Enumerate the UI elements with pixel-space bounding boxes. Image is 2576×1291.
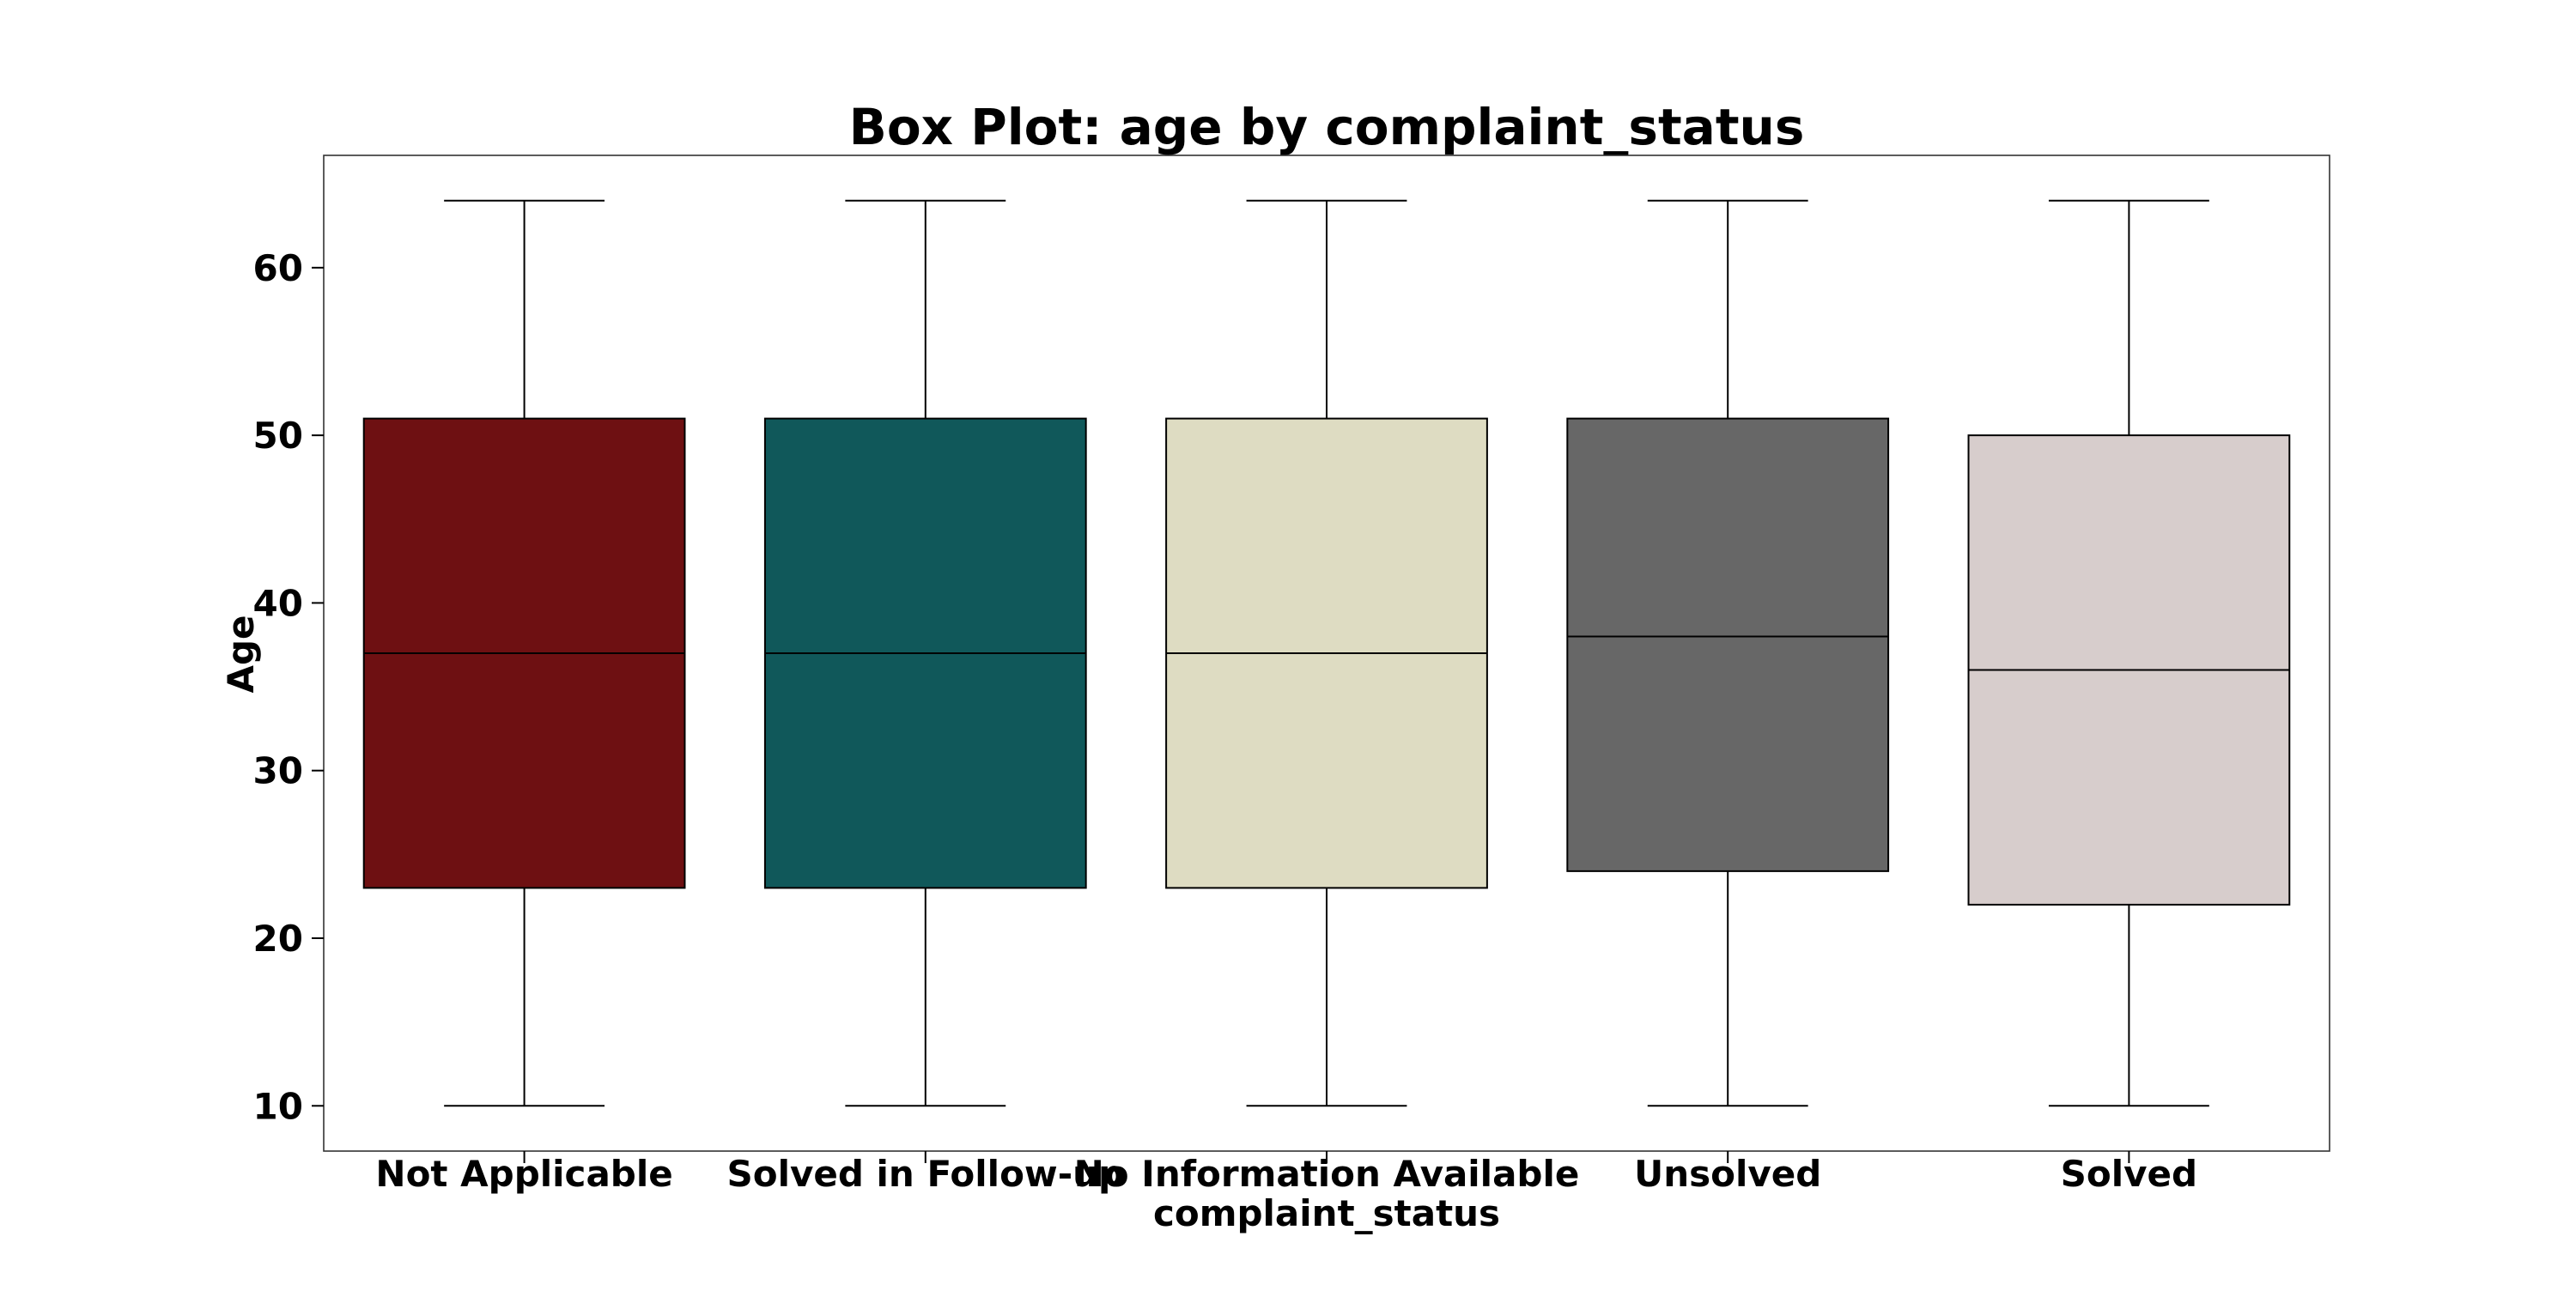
x-tick-label: No Information Available [1074,1153,1580,1195]
y-tick-label: 10 [253,1085,303,1127]
box-group [1566,199,1890,1107]
box-group [362,199,686,1107]
y-tick-label: 40 [253,582,303,624]
box-group [1165,199,1488,1107]
x-tick-label: Not Applicable [375,1153,672,1195]
iqr-box [1566,417,1890,872]
chart-title: Box Plot: age by complaint_status [849,98,1805,156]
box-group [1967,199,2291,1107]
y-tick-label: 20 [253,918,303,960]
x-tick-label: Solved [2061,1153,2197,1195]
boxes-layer [362,199,2291,1107]
y-tick-label: 60 [253,247,303,289]
x-axis-label: complaint_status [1153,1192,1500,1234]
y-tick-label: 50 [253,415,303,457]
y-tick-label: 30 [253,750,303,792]
y-axis-label: Age [220,615,262,693]
y-axis-ticks: 10 20 30 40 50 60 [253,247,324,1127]
x-tick-label: Solved in Follow-up [726,1153,1124,1195]
x-tick-label: Unsolved [1634,1153,1821,1195]
box-group [763,199,1087,1107]
